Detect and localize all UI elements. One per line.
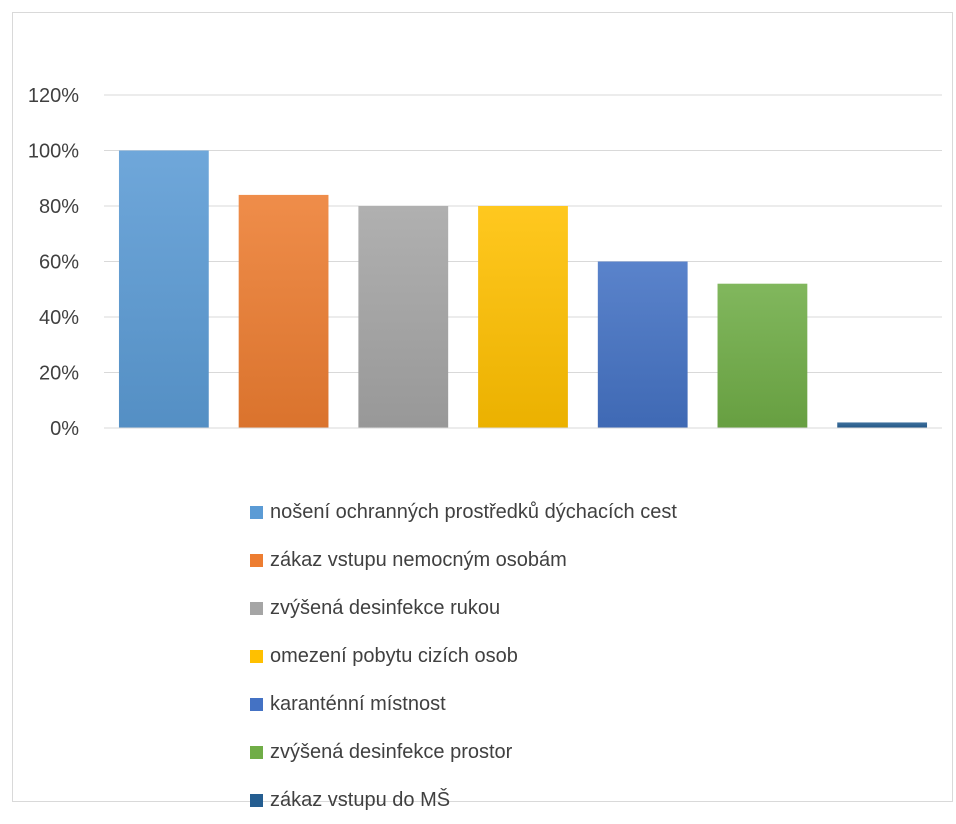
y-tick-label: 40%	[39, 307, 79, 329]
legend-item: nošení ochranných prostředků dýchacích c…	[250, 488, 890, 536]
bar-5	[597, 261, 688, 428]
bar-2	[238, 194, 329, 428]
y-tick-label: 120%	[28, 85, 79, 107]
y-axis-ticks: 0% 20% 40% 60% 80% 100% 120%	[28, 85, 79, 440]
legend-label: karanténní místnost	[270, 692, 446, 715]
y-tick-label: 0%	[50, 418, 79, 440]
bar-chart: 0% 20% 40% 60% 80% 100% 120%	[28, 85, 942, 440]
legend-swatch	[250, 505, 263, 519]
legend-label: zvýšená desinfekce prostor	[270, 740, 513, 763]
y-tick-label: 80%	[39, 196, 79, 218]
legend-swatch	[250, 697, 263, 711]
legend-swatch	[250, 745, 263, 759]
legend-label: omezení pobytu cizích osob	[270, 644, 518, 667]
bar-6	[717, 283, 808, 428]
legend-label: zákaz vstupu do MŠ	[270, 788, 451, 811]
bar-1	[118, 150, 209, 428]
legend-label: nošení ochranných prostředků dýchacích c…	[270, 500, 677, 523]
legend-label: zákaz vstupu nemocným osobám	[270, 548, 567, 571]
legend-swatch	[250, 553, 263, 567]
bar-4	[478, 206, 568, 428]
bar-7	[837, 422, 928, 428]
legend-swatch	[250, 793, 263, 807]
legend-item: karanténní místnost	[250, 680, 890, 728]
y-tick-label: 100%	[28, 141, 79, 163]
legend-swatch	[250, 601, 263, 615]
y-tick-label: 60%	[39, 252, 79, 274]
legend-item: zvýšená desinfekce rukou	[250, 584, 890, 632]
legend-label: zvýšená desinfekce rukou	[270, 596, 501, 619]
legend-item: zákaz vstupu do MŠ	[250, 776, 890, 824]
legend: nošení ochranných prostředků dýchacích c…	[250, 488, 890, 824]
bar-3	[358, 206, 449, 428]
bars	[118, 150, 928, 428]
legend-swatch	[250, 649, 263, 663]
legend-item: omezení pobytu cizích osob	[250, 632, 890, 680]
y-tick-label: 20%	[39, 363, 79, 385]
legend-item: zvýšená desinfekce prostor	[250, 728, 890, 776]
legend-item: zákaz vstupu nemocným osobám	[250, 536, 890, 584]
chart-frame: 0% 20% 40% 60% 80% 100% 120% nošení ochranných…	[12, 12, 953, 811]
